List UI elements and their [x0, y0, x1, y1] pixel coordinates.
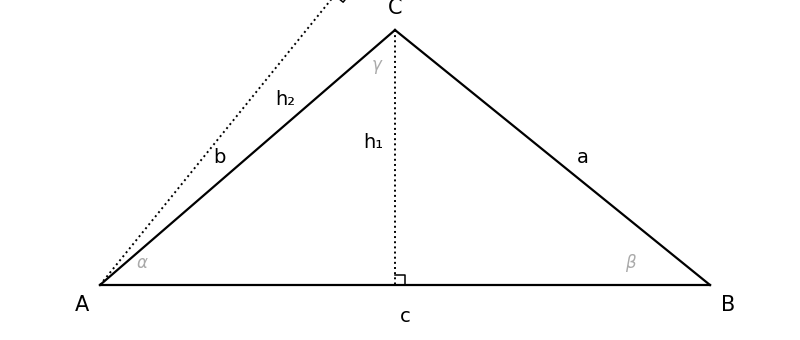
Text: b: b	[214, 148, 226, 167]
Text: C: C	[388, 0, 402, 18]
Text: c: c	[400, 307, 410, 326]
Text: A: A	[75, 295, 89, 315]
Text: β: β	[625, 254, 635, 272]
Text: h₂: h₂	[275, 90, 295, 108]
Text: γ: γ	[372, 56, 382, 74]
Text: α: α	[137, 254, 147, 272]
Text: B: B	[721, 295, 735, 315]
Text: a: a	[577, 148, 589, 167]
Text: h₁: h₁	[363, 133, 383, 152]
